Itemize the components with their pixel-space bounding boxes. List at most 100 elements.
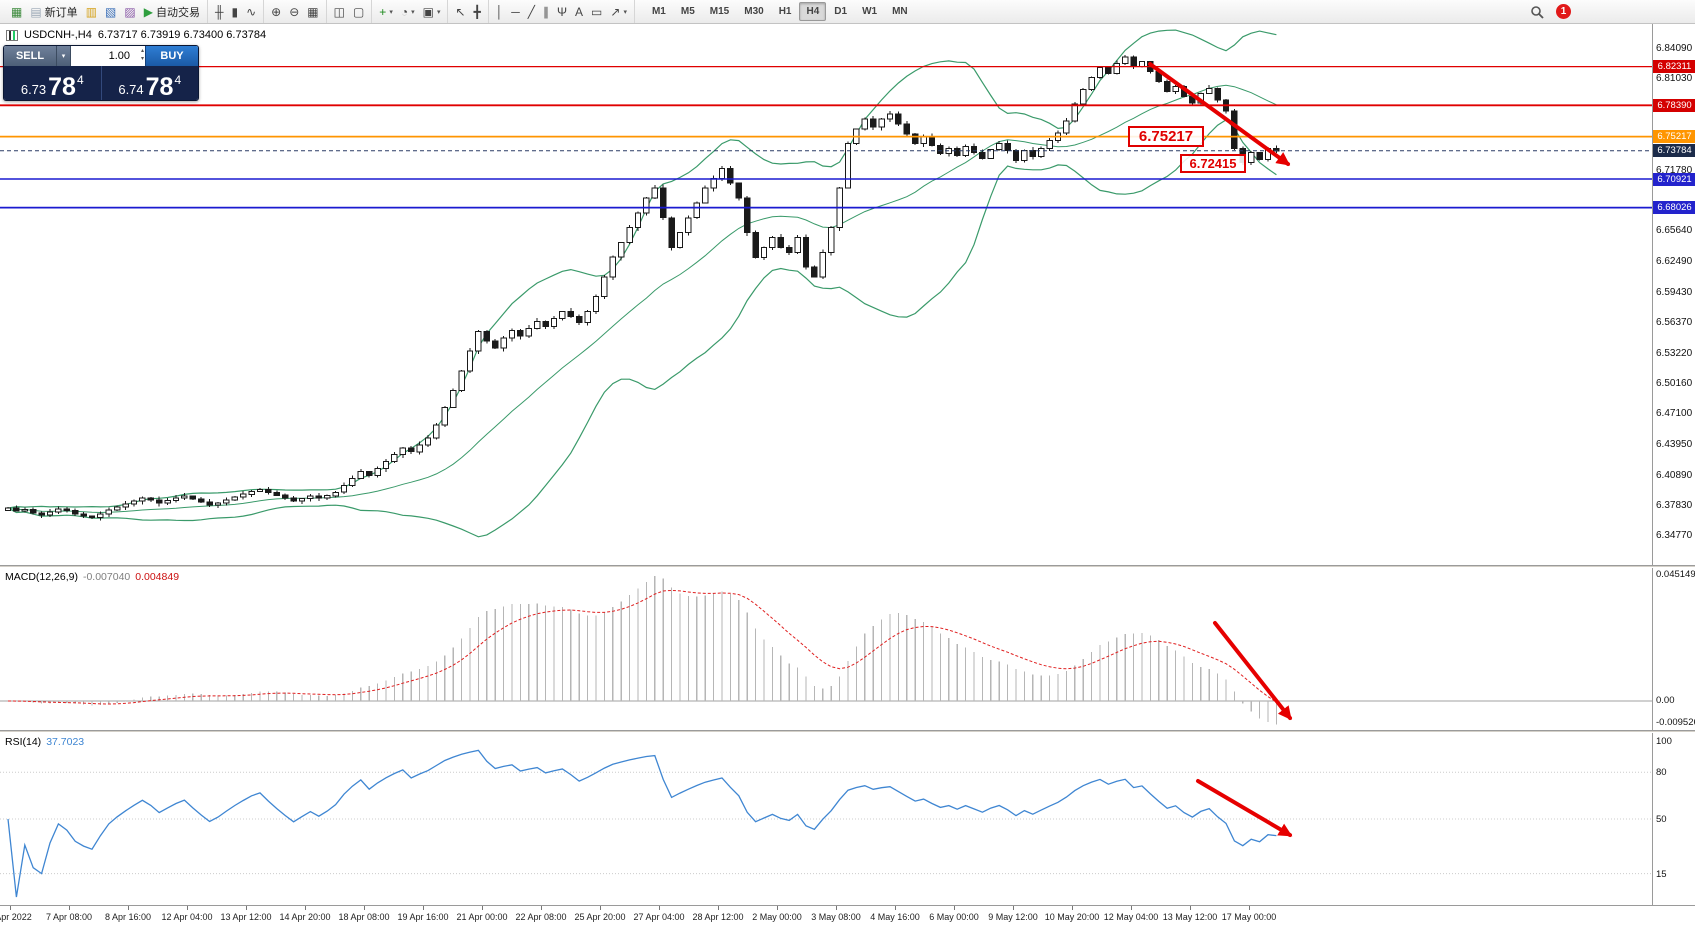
macd-axis[interactable]: 0.045149 0.00 -0.009526: [1652, 568, 1695, 730]
ask-point: 4: [174, 73, 182, 87]
price-axis-label: 6.40890: [1656, 469, 1693, 481]
rsi-scale-label: 50: [1656, 814, 1667, 825]
data-window-button[interactable]: ▨: [120, 2, 139, 22]
trendline-tool-button[interactable]: ╱: [524, 2, 539, 22]
price-label-annotation[interactable]: 6.75217: [1128, 126, 1204, 147]
channel-tool-button[interactable]: ∥: [539, 2, 553, 22]
toolbar-group-draw-tools: │ ─ ╱ ∥ Ψ A ▭ ↗ ▾: [489, 0, 635, 23]
timeframe-m1-button[interactable]: M1: [651, 6, 666, 17]
label-tool-button[interactable]: ▭: [587, 2, 606, 22]
chart-title-bar: USDCNH-,H4 6.73717 6.73919 6.73400 6.737…: [6, 29, 266, 41]
timeframe-m5-button[interactable]: M5: [680, 6, 695, 17]
main-chart-canvas[interactable]: [0, 24, 1652, 565]
time-label: 7 Apr 08:00: [45, 912, 93, 922]
auto-trading-label: 自动交易: [155, 6, 200, 19]
price-axis-label: 6.34770: [1656, 530, 1693, 541]
indicator-windows-icon: ▦: [307, 4, 319, 19]
macd-value: -0.007040: [82, 571, 131, 583]
top-toolbar: ▦ ▤ 新订单 ▥ ▧ ▨ ▶ 自动交易 ╫ ▮ ∿ ⊕ ⊖ ▦ ◫ ▢ + ▾ ◔ ▾ ▣ ▾ ↖ ╋ │ ─ ╱ ∥ Ψ A ▭ ↗ ▾ M…: [0, 0, 1695, 24]
horizontal-line-tool-button[interactable]: ─: [507, 2, 524, 22]
rsi-value: 37.7023: [46, 736, 85, 748]
new-order-icon: ▤: [30, 4, 42, 19]
toolbar-group-standard: ▦ ▤ 新订单 ▥ ▧ ▨ ▶ 自动交易: [4, 0, 208, 23]
bollinger-middle-band: [7, 84, 1277, 514]
toolbar-group-chart-modes: ╫ ▮ ∿: [208, 0, 265, 23]
timeframe-h1-button[interactable]: H1: [778, 6, 792, 17]
arrows-tool-button[interactable]: ↗ ▾: [606, 2, 631, 22]
zoom-in-button[interactable]: ⊕: [267, 2, 285, 22]
arrows-tool-caret-icon: ▾: [623, 8, 627, 16]
text-tool-button[interactable]: A: [571, 2, 587, 22]
period-selector-icon: ◔: [400, 4, 409, 19]
line-chart-mode-button[interactable]: ∿: [242, 2, 260, 22]
panel-splitter[interactable]: [0, 565, 1695, 568]
trend-arrow-annotation[interactable]: [1213, 621, 1292, 721]
template-selector-button[interactable]: ▣ ▾: [419, 2, 445, 22]
pitchfork-tool-button[interactable]: Ψ: [553, 2, 571, 22]
add-indicator-button[interactable]: + ▾: [375, 2, 397, 22]
time-tick: [69, 906, 70, 910]
price-axis-label: 6.71780: [1656, 164, 1693, 176]
volume-input[interactable]: [71, 46, 145, 66]
period-selector-button[interactable]: ◔ ▾: [397, 2, 419, 22]
charts-profile-button[interactable]: ▥: [82, 2, 101, 22]
market-watch-button[interactable]: ▧: [101, 2, 120, 22]
auto-trading-button[interactable]: ▶ 自动交易: [140, 2, 204, 22]
ask-big-figure: 6.74: [118, 81, 144, 97]
time-axis[interactable]: 1 Apr 2022 7 Apr 08:00 8 Apr 16:00 12 Apr 0…: [0, 905, 1695, 927]
search-button[interactable]: [1526, 2, 1548, 22]
rsi-canvas[interactable]: [0, 733, 1652, 905]
time-tick: [10, 906, 11, 910]
time-tick: [718, 906, 719, 910]
cursor-button[interactable]: ↖: [451, 2, 469, 22]
timeframe-d1-button[interactable]: D1: [834, 6, 848, 17]
time-label: 19 Apr 16:00: [397, 912, 449, 922]
channel-tool-icon: ∥: [543, 4, 549, 19]
price-label-annotation[interactable]: 6.72415: [1180, 154, 1246, 173]
price-axis-highlight: 6.75217: [1653, 130, 1695, 144]
timeframe-w1-button[interactable]: W1: [862, 6, 878, 17]
macd-signal-line: [7, 589, 1277, 705]
panel-splitter[interactable]: [0, 730, 1695, 733]
timeframe-mn-button[interactable]: MN: [892, 6, 908, 17]
time-tick: [1190, 906, 1191, 910]
price-axis-highlight: 6.78390: [1653, 98, 1695, 112]
timeframe-h4-button[interactable]: H4: [799, 2, 827, 21]
vertical-line-tool-button[interactable]: │: [492, 2, 508, 22]
bar-chart-mode-button[interactable]: ╫: [211, 2, 228, 22]
price-axis-highlight: 6.68026: [1653, 201, 1695, 215]
time-label: 4 May 16:00: [870, 912, 920, 922]
rsi-axis[interactable]: 100 80 50 15: [1652, 733, 1695, 905]
time-label: 10 May 20:00: [1044, 912, 1100, 922]
time-tick: [187, 906, 188, 910]
tile-windows-button[interactable]: ◫: [330, 2, 349, 22]
candlestick-mode-button[interactable]: ▮: [227, 2, 242, 22]
volume-spinner[interactable]: ▴ ▾: [140, 48, 144, 63]
trendline-tool-icon: ╱: [527, 4, 535, 19]
price-axis-label: 6.43950: [1656, 439, 1693, 451]
zoom-out-button[interactable]: ⊖: [285, 2, 303, 22]
order-type-caret-icon[interactable]: ▾: [56, 46, 70, 66]
crosshair-icon: ╋: [473, 4, 481, 19]
chart-window-icon: [6, 29, 18, 41]
sell-button[interactable]: SELL: [4, 46, 56, 66]
time-tick: [1249, 906, 1250, 910]
trend-arrow-annotation[interactable]: [1148, 62, 1291, 166]
new-chart-button[interactable]: ▦: [7, 2, 26, 22]
chart-ohlc-values: 6.73717 6.73919 6.73400 6.73784: [97, 29, 267, 41]
crosshair-button[interactable]: ╋: [470, 2, 485, 22]
price-axis[interactable]: 6.840906.810306.779706.717806.656406.624…: [1652, 24, 1695, 565]
arrange-windows-button[interactable]: ▢: [349, 2, 368, 22]
indicator-windows-button[interactable]: ▦: [303, 2, 322, 22]
timeframe-m30-button[interactable]: M30: [744, 6, 764, 17]
ask-pips: 78: [145, 72, 174, 101]
notification-badge[interactable]: 1: [1556, 4, 1571, 19]
trend-arrow-annotation[interactable]: [1196, 779, 1293, 837]
arrows-tool-icon: ↗: [610, 4, 621, 19]
timeframe-m15-button[interactable]: M15: [709, 6, 730, 17]
buy-button[interactable]: BUY: [146, 46, 198, 66]
new-order-button[interactable]: ▤ 新订单: [26, 2, 81, 22]
macd-canvas[interactable]: [0, 568, 1652, 730]
time-tick: [600, 906, 601, 910]
